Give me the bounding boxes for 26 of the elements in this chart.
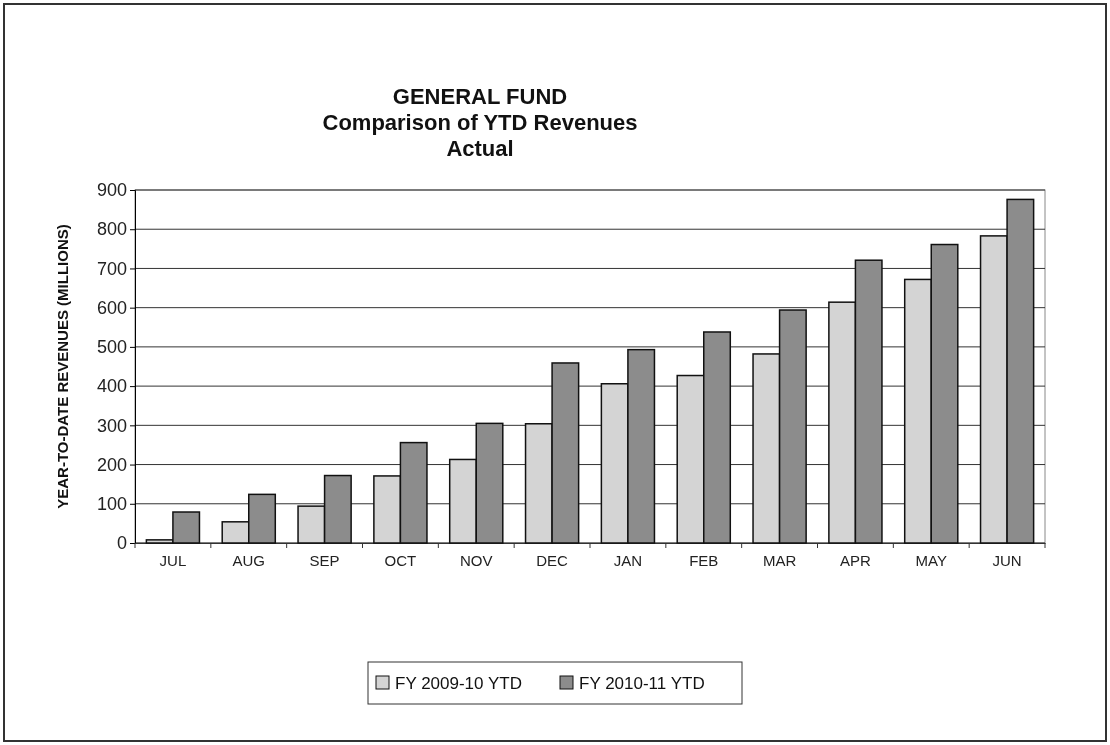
y-tick-label: 800 [96, 219, 127, 240]
y-tick-label: 600 [96, 297, 127, 318]
legend-label: FY 2010-11 YTD [579, 674, 705, 693]
y-tick-label: 100 [96, 494, 127, 515]
x-tick-label: JUL [159, 551, 187, 569]
x-tick-label: AUG [232, 551, 266, 569]
y-tick-label: 900 [96, 180, 127, 201]
x-tick-label: FEB [689, 551, 719, 569]
x-tick-label: MAY [915, 551, 947, 569]
x-tick-label: NOV [459, 551, 493, 569]
y-tick-label: 400 [96, 376, 127, 397]
y-tick-label: 300 [96, 415, 127, 436]
y-tick-label: 700 [96, 258, 127, 279]
x-tick-label: SEP [309, 551, 340, 569]
x-tick-label: MAR [762, 551, 797, 569]
y-tick-label: 0 [116, 533, 127, 554]
chart-title: GENERAL FUND Comparison of YTD Revenues Actual [322, 84, 638, 161]
y-tick-label: 500 [96, 337, 127, 358]
x-tick-label: OCT [384, 551, 417, 569]
y-axis-title: YEAR-TO-DATE REVENUES (MILLIONS) [54, 224, 71, 509]
x-tick-label: DEC [536, 551, 569, 569]
x-tick-label: JUN [992, 551, 1022, 569]
y-tick-label: 200 [96, 454, 127, 475]
x-tick-label: APR [839, 551, 871, 569]
legend-label: FY 2009-10 YTD [395, 674, 522, 693]
x-tick-label: JAN [613, 551, 643, 569]
